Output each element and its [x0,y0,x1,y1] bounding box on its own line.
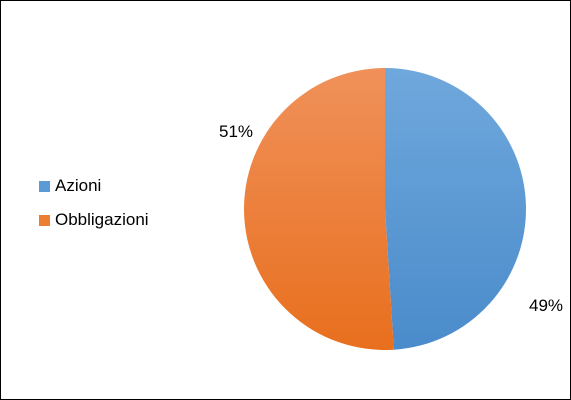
pie-slice-obbligazioni [243,68,394,351]
legend-swatch-obbligazioni [39,214,50,226]
pie-slice-azioni [385,68,526,350]
legend: Azioni Obbligazioni [39,175,149,243]
legend-item-obbligazioni: Obbligazioni [39,209,149,231]
legend-item-azioni: Azioni [39,175,149,197]
legend-label-obbligazioni: Obbligazioni [55,210,149,229]
legend-swatch-azioni [39,180,50,192]
data-label-azioni: 49% [529,296,563,315]
legend-label-azioni: Azioni [55,176,102,195]
data-label-obbligazioni: 51% [219,122,253,141]
pie-slices [243,68,526,351]
